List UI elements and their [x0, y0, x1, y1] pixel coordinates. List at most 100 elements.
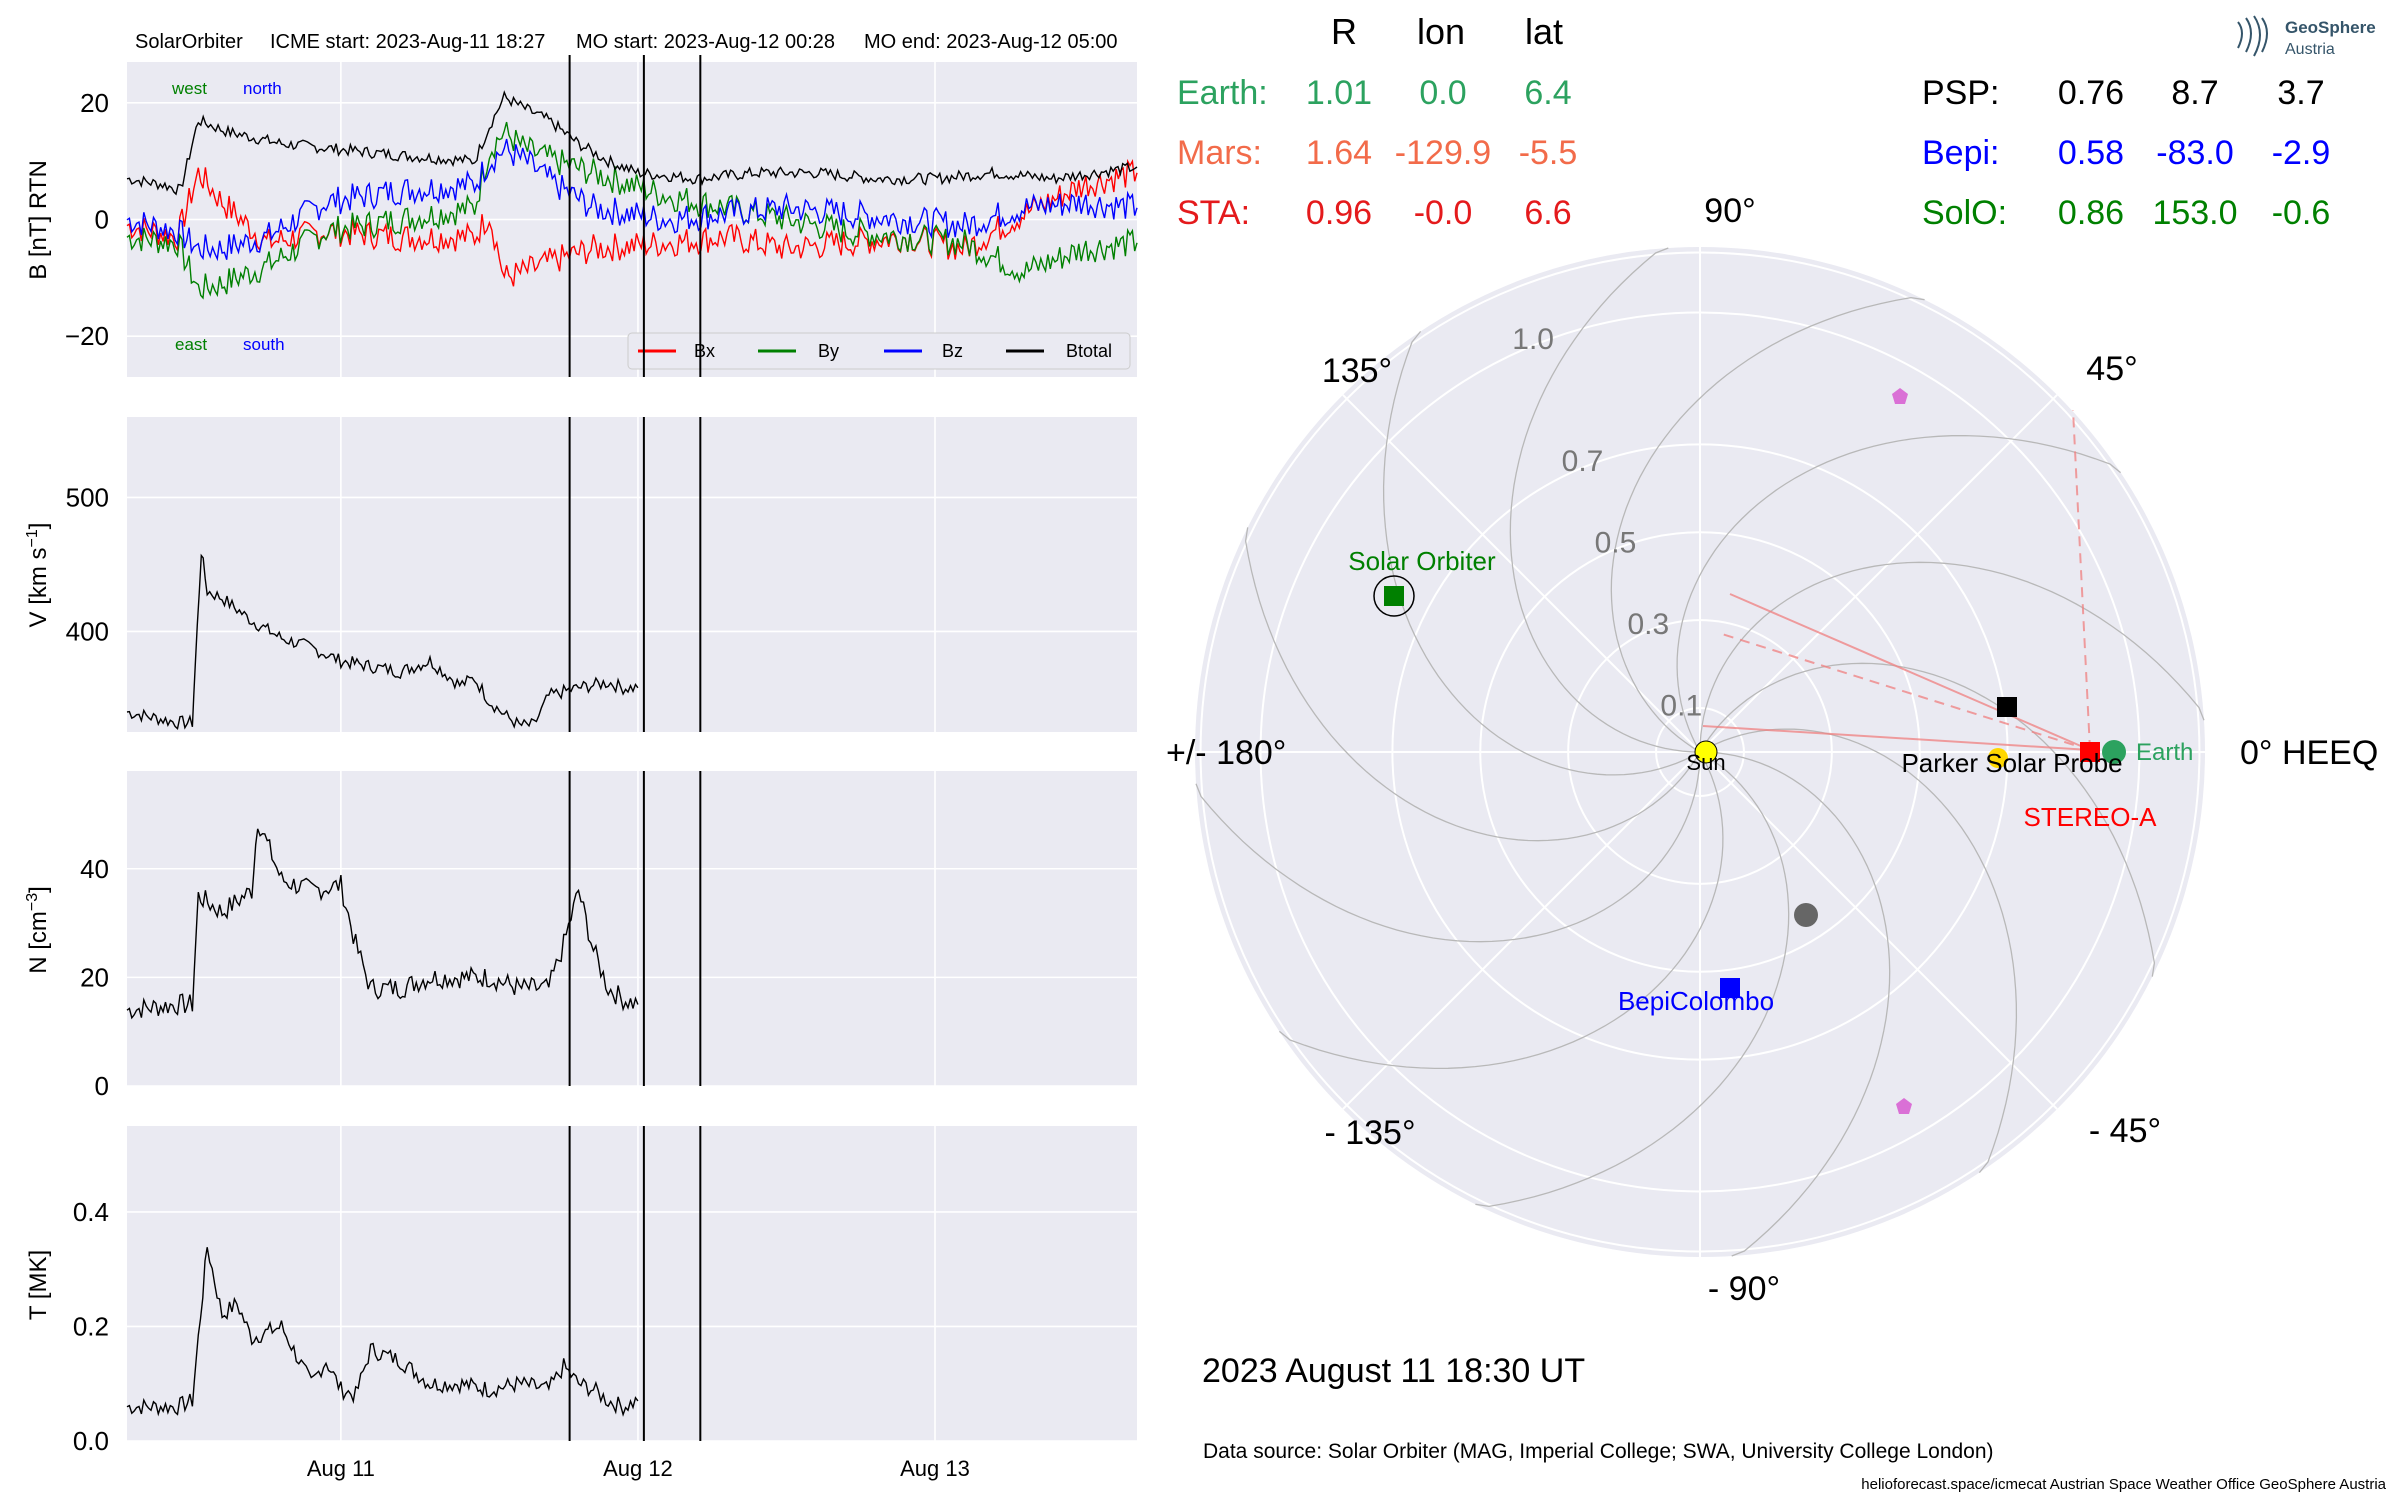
table-cell: 6.4 [1524, 74, 1571, 112]
table-cell: 0.96 [1306, 194, 1372, 232]
y-tick-label: 40 [80, 854, 109, 884]
table-cell: -83.0 [2156, 134, 2234, 172]
panel-v-yticks: 400 500 [66, 482, 109, 646]
panel-n-grid [127, 771, 1137, 1087]
earth-marker [2102, 740, 2126, 764]
bepicolombo-label: BepiColombo [1618, 986, 1774, 1016]
panel-n-lines [126, 828, 639, 1020]
panel-b-yticks: −20 0 20 [65, 88, 109, 351]
sun-marker [1694, 740, 1718, 764]
table-cell: 0.58 [2058, 134, 2124, 172]
y-tick-label: 0 [95, 205, 109, 235]
table-cell: 0.0 [1419, 74, 1466, 112]
solar-orbiter-marker [1384, 586, 1404, 606]
label-north: north [243, 79, 282, 98]
panel-t-grid [127, 1126, 1137, 1442]
table-cell: 0.86 [2058, 194, 2124, 232]
y-tick-label: 400 [66, 616, 109, 646]
y-tick-label: 0 [95, 1071, 109, 1101]
panel-t-yticks: 0.0 0.2 0.4 [73, 1197, 109, 1456]
header-mo-end: MO end: 2023-Aug-12 05:00 [864, 31, 1118, 53]
panel-v-lines [126, 553, 639, 730]
table-row-name: Bepi: [1922, 134, 2000, 172]
y-tick-label: 0.2 [73, 1311, 109, 1341]
panel-t-lines [126, 1247, 639, 1417]
series-bz [126, 138, 1138, 262]
panel-v: 400 500 V [km s−1] [24, 417, 1137, 732]
table-row-name: PSP: [1922, 74, 1999, 112]
table-row-name: STA: [1177, 194, 1250, 232]
footer-credits: helioforecast.space/icmecat Austrian Spa… [1861, 1476, 2386, 1493]
table-cell: -5.5 [1519, 134, 1578, 172]
table-row-name: Mars: [1177, 134, 1262, 172]
table-row-name: SolO: [1922, 194, 2007, 232]
angle-label: - 90° [1708, 1270, 1780, 1308]
radial-tick-label: 0.7 [1562, 445, 1604, 478]
panel-n-yticks: 0 20 40 [80, 854, 109, 1101]
radial-tick-label: 0.5 [1595, 527, 1637, 560]
parker-spiral [1278, 751, 1724, 1070]
parker-solar-probe-marker [1997, 697, 2017, 717]
parker-spiral [1699, 662, 2156, 977]
label-south: south [243, 335, 285, 354]
solar-orbiter-ring [1373, 575, 1415, 617]
series-data [126, 553, 639, 730]
y-tick-label: 20 [80, 88, 109, 118]
y-tick-label: 20 [80, 962, 109, 992]
pentagon-marker [1896, 1098, 1912, 1114]
header-spacecraft: SolarOrbiter [135, 31, 243, 53]
panel-t-background [127, 1126, 1137, 1441]
date-label: 2023 August 11 18:30 UT [1202, 1352, 1585, 1390]
table-cell: -129.9 [1395, 134, 1491, 172]
table-cell: 1.01 [1306, 74, 1372, 112]
sun-label: Sun [1686, 750, 1725, 775]
event-vlines [568, 55, 702, 1441]
panel-n-background [127, 771, 1137, 1086]
logo-line1: GeoSphere [2285, 18, 2376, 37]
table-cell: 6.6 [1524, 194, 1571, 232]
y-tick-label: 0.0 [73, 1426, 109, 1456]
panel-t: 0.0 0.2 0.4 T [MK] [25, 1126, 1137, 1456]
angle-label: 135° [1322, 352, 1392, 390]
solar-orbiter-label: Solar Orbiter [1348, 546, 1496, 576]
angle-spoke [1342, 394, 1701, 753]
fov-lines [1702, 409, 2091, 751]
logo-line2: Austria [2285, 41, 2335, 58]
panel-n: 0 20 40 N [cm−3] [24, 771, 1137, 1101]
parker-spiral [1475, 751, 1790, 1208]
polar-radial-labels: 0.1 0.3 0.5 0.7 1.0 [1512, 323, 1702, 723]
series-data [126, 1247, 639, 1417]
logo-mark-icon [2237, 15, 2268, 57]
psp-position-marker [1988, 748, 2008, 768]
angle-label: 45° [2086, 350, 2137, 388]
table-cell: -2.9 [2272, 134, 2331, 172]
legend-btotal: Btotal [1066, 341, 1112, 361]
table-cell: 153.0 [2152, 194, 2237, 232]
label-east: east [175, 335, 207, 354]
series-btotal [126, 90, 1138, 196]
angle-label: 90° [1704, 192, 1755, 230]
panel-v-background [127, 417, 1137, 732]
parker-spiral [1244, 527, 1701, 842]
header-mo-start: MO start: 2023-Aug-12 00:28 [576, 31, 835, 53]
table-cell: 3.7 [2277, 74, 2324, 112]
y-tick-label: −20 [65, 321, 109, 351]
parker-spirals [1195, 247, 2205, 1257]
panel-b-ylabel: B [nT] RTN [25, 160, 52, 280]
parker-spiral [1610, 296, 1925, 753]
table-header: lat [1525, 11, 1563, 52]
panel-v-grid [127, 417, 1137, 732]
fov-line-dashed [1721, 633, 2091, 751]
legend-bz: Bz [942, 341, 963, 361]
radial-tick-label: 0.1 [1660, 690, 1702, 723]
stereo-a-marker [2080, 742, 2100, 762]
x-tick-label: Aug 13 [900, 1456, 970, 1481]
fov-line [1729, 593, 2091, 751]
polar-plot: 0.1 0.3 0.5 0.7 1.0 0° HEEQ 45° 90° 135° +/- 180… [1166, 192, 2378, 1308]
table-row-name: Earth: [1177, 74, 1268, 112]
data-source: Data source: Solar Orbiter (MAG, Imperia… [1203, 1440, 1994, 1463]
y-tick-label: 500 [66, 482, 109, 512]
angle-spoke [1699, 751, 2058, 1110]
